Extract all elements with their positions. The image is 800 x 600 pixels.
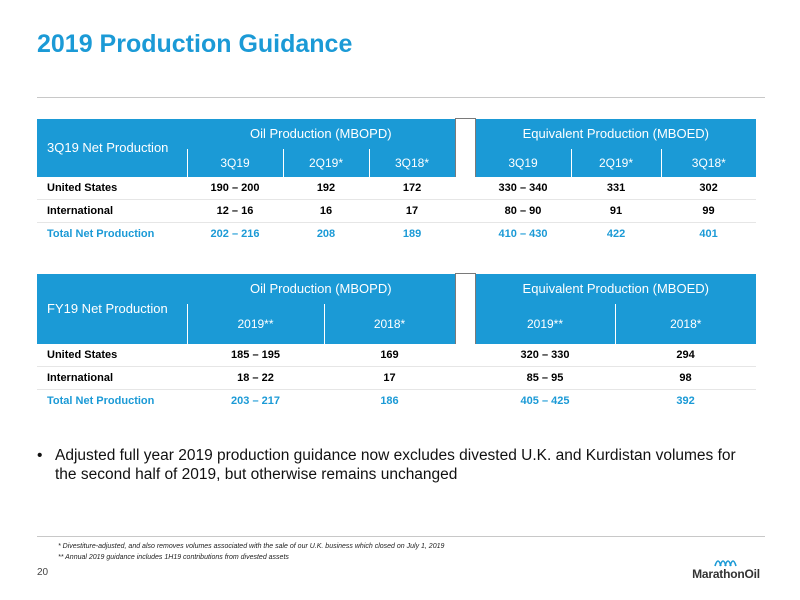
equivalent-production-header: Equivalent Production (MBOED) xyxy=(475,273,757,304)
bullet-marker: • xyxy=(37,447,43,464)
logo-wordmark: MarathonOil xyxy=(692,567,760,581)
annual-production-table: FY19 Net Production Oil Production (MBOP… xyxy=(37,273,757,412)
column-header: 2018* xyxy=(323,303,455,344)
table-cell: 91 xyxy=(571,199,662,223)
oil-production-header: Oil Production (MBOPD) xyxy=(187,273,455,304)
table-cell: 190 – 200 xyxy=(187,176,283,200)
column-header: 3Q19 xyxy=(475,148,572,177)
row-label: United States xyxy=(37,343,187,367)
footnote: * Divestiture-adjusted, and also removes… xyxy=(58,543,445,550)
page-number: 20 xyxy=(37,567,49,578)
table-cell: 202 – 216 xyxy=(210,227,260,240)
column-gap xyxy=(455,366,475,390)
table-cell: 331 xyxy=(571,176,662,200)
table-cell: 186 xyxy=(380,394,399,407)
table-row: International 12 – 16 16 17 80 – 90 91 9… xyxy=(37,199,757,223)
column-gap xyxy=(455,176,476,200)
table-corner-label: 3Q19 Net Production xyxy=(37,118,187,177)
table-cell: 330 – 340 xyxy=(475,176,572,200)
page-title: 2019 Production Guidance xyxy=(37,30,353,58)
quarterly-production-table: 3Q19 Net Production Oil Production (MBOP… xyxy=(37,118,757,245)
column-gap xyxy=(455,389,475,412)
table-cell: 85 – 95 xyxy=(475,366,615,390)
row-label: International xyxy=(37,366,187,390)
table-row-total: Total Net Production 203 – 217 186 405 –… xyxy=(37,389,756,412)
table-cell: 169 xyxy=(324,343,455,367)
column-header: 2Q19* xyxy=(282,148,369,177)
marathon-waves-icon xyxy=(714,560,737,567)
company-logo: MarathonOil xyxy=(681,554,771,584)
row-label: Total Net Production xyxy=(47,394,155,407)
column-header: 2019** xyxy=(186,303,324,344)
table-cell: 203 – 217 xyxy=(231,394,280,407)
row-label: United States xyxy=(37,176,187,200)
table-cell: 17 xyxy=(369,199,456,223)
table-cell: 422 xyxy=(606,227,626,240)
table-cell: 17 xyxy=(324,366,455,390)
column-gap xyxy=(455,199,476,223)
footnote-divider xyxy=(37,536,765,537)
oil-production-header: Oil Production (MBOPD) xyxy=(187,118,456,149)
table-cell: 401 xyxy=(699,227,718,240)
table-cell: 405 – 425 xyxy=(520,394,570,407)
column-header: 2Q19* xyxy=(570,148,662,177)
table-cell: 208 xyxy=(316,227,336,240)
table-cell: 320 – 330 xyxy=(475,343,615,367)
table-cell: 80 – 90 xyxy=(475,199,572,223)
table-cell: 189 xyxy=(402,227,422,240)
table-cell: 192 xyxy=(283,176,369,200)
table-cell: 12 – 16 xyxy=(187,199,283,223)
column-header: 3Q18* xyxy=(368,148,456,177)
footnote: ** Annual 2019 guidance includes 1H19 co… xyxy=(58,554,289,561)
table-cell: 16 xyxy=(283,199,369,223)
column-header: 2019** xyxy=(475,303,615,344)
column-gap xyxy=(454,273,476,344)
row-label: International xyxy=(37,199,187,223)
bullet-text: Adjusted full year 2019 production guida… xyxy=(55,447,736,483)
table-cell: 18 – 22 xyxy=(187,366,324,390)
table-row: International 18 – 22 17 85 – 95 98 xyxy=(37,366,757,390)
column-header: 2018* xyxy=(614,303,757,344)
equivalent-production-header: Equivalent Production (MBOED) xyxy=(475,118,757,149)
table-cell: 98 xyxy=(615,366,757,390)
title-divider xyxy=(37,97,765,98)
column-gap xyxy=(455,222,475,245)
table-row: United States 190 – 200 192 172 330 – 34… xyxy=(37,176,757,200)
table-cell: 302 xyxy=(661,176,757,200)
column-header: 3Q18* xyxy=(660,148,757,177)
table-cell: 172 xyxy=(369,176,456,200)
table-cell: 294 xyxy=(615,343,757,367)
table-cell: 185 – 195 xyxy=(187,343,324,367)
table-cell: 99 xyxy=(661,199,757,223)
table-corner-label: FY19 Net Production xyxy=(37,273,187,344)
table-row: United States 185 – 195 169 320 – 330 29… xyxy=(37,343,757,367)
column-gap xyxy=(454,118,476,177)
table-cell: 392 xyxy=(676,394,695,407)
row-label: Total Net Production xyxy=(47,227,155,240)
column-header: 3Q19 xyxy=(186,148,283,177)
column-gap xyxy=(455,343,475,367)
table-row-total: Total Net Production 202 – 216 208 189 4… xyxy=(37,222,756,245)
table-cell: 410 – 430 xyxy=(498,227,548,240)
